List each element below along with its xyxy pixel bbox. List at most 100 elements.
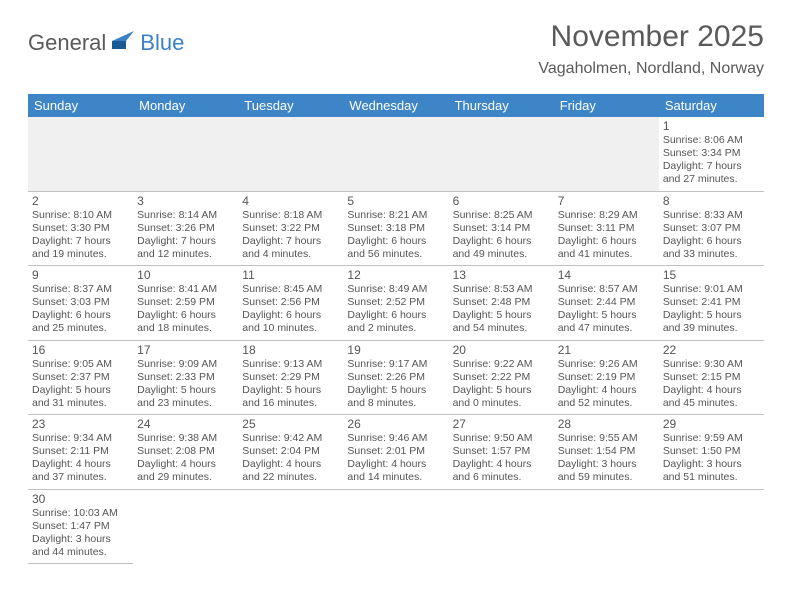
day-info: Sunrise: 8:29 AMSunset: 3:11 PMDaylight:… [558,209,655,262]
day-header: Friday [554,94,659,117]
header: General Blue November 2025 Vagaholmen, N… [0,0,792,86]
calendar-day-cell: 14Sunrise: 8:57 AMSunset: 2:44 PMDayligh… [554,266,659,341]
day-number: 10 [137,268,234,282]
calendar-day-cell: 7Sunrise: 8:29 AMSunset: 3:11 PMDaylight… [554,191,659,266]
day-number: 4 [242,194,339,208]
day-info: Sunrise: 8:10 AMSunset: 3:30 PMDaylight:… [32,209,129,262]
calendar-day-cell: 19Sunrise: 9:17 AMSunset: 2:26 PMDayligh… [343,340,448,415]
calendar-week-row: 9Sunrise: 8:37 AMSunset: 3:03 PMDaylight… [28,266,764,341]
calendar-week-row: 30Sunrise: 10:03 AMSunset: 1:47 PMDaylig… [28,489,764,564]
day-info: Sunrise: 9:13 AMSunset: 2:29 PMDaylight:… [242,358,339,411]
day-number: 30 [32,492,129,506]
calendar-day-cell: 3Sunrise: 8:14 AMSunset: 3:26 PMDaylight… [133,191,238,266]
day-number: 21 [558,343,655,357]
day-number: 23 [32,417,129,431]
day-info: Sunrise: 9:05 AMSunset: 2:37 PMDaylight:… [32,358,129,411]
calendar-day-cell: 27Sunrise: 9:50 AMSunset: 1:57 PMDayligh… [449,415,554,490]
calendar-empty-cell [133,489,238,564]
calendar-week-row: 16Sunrise: 9:05 AMSunset: 2:37 PMDayligh… [28,340,764,415]
day-info: Sunrise: 8:18 AMSunset: 3:22 PMDaylight:… [242,209,339,262]
day-info: Sunrise: 8:57 AMSunset: 2:44 PMDaylight:… [558,283,655,336]
calendar-day-cell: 29Sunrise: 9:59 AMSunset: 1:50 PMDayligh… [659,415,764,490]
day-info: Sunrise: 9:46 AMSunset: 2:01 PMDaylight:… [347,432,444,485]
calendar-day-cell: 1Sunrise: 8:06 AMSunset: 3:34 PMDaylight… [659,117,764,191]
day-info: Sunrise: 8:45 AMSunset: 2:56 PMDaylight:… [242,283,339,336]
calendar-day-cell: 26Sunrise: 9:46 AMSunset: 2:01 PMDayligh… [343,415,448,490]
day-number: 26 [347,417,444,431]
day-info: Sunrise: 9:55 AMSunset: 1:54 PMDaylight:… [558,432,655,485]
calendar-day-cell: 5Sunrise: 8:21 AMSunset: 3:18 PMDaylight… [343,191,448,266]
calendar-day-cell: 16Sunrise: 9:05 AMSunset: 2:37 PMDayligh… [28,340,133,415]
day-number: 20 [453,343,550,357]
day-info: Sunrise: 9:26 AMSunset: 2:19 PMDaylight:… [558,358,655,411]
calendar-week-row: 23Sunrise: 9:34 AMSunset: 2:11 PMDayligh… [28,415,764,490]
calendar-day-cell: 6Sunrise: 8:25 AMSunset: 3:14 PMDaylight… [449,191,554,266]
calendar-header-row: Sunday Monday Tuesday Wednesday Thursday… [28,94,764,117]
day-number: 14 [558,268,655,282]
logo-text-general: General [28,30,106,56]
calendar-day-cell: 21Sunrise: 9:26 AMSunset: 2:19 PMDayligh… [554,340,659,415]
day-info: Sunrise: 9:09 AMSunset: 2:33 PMDaylight:… [137,358,234,411]
day-number: 13 [453,268,550,282]
day-info: Sunrise: 9:17 AMSunset: 2:26 PMDaylight:… [347,358,444,411]
day-info: Sunrise: 8:37 AMSunset: 3:03 PMDaylight:… [32,283,129,336]
logo: General Blue [28,30,184,56]
calendar-day-cell: 17Sunrise: 9:09 AMSunset: 2:33 PMDayligh… [133,340,238,415]
calendar-empty-cell [554,117,659,191]
day-number: 12 [347,268,444,282]
calendar-empty-cell [659,489,764,564]
day-info: Sunrise: 9:38 AMSunset: 2:08 PMDaylight:… [137,432,234,485]
day-info: Sunrise: 9:59 AMSunset: 1:50 PMDaylight:… [663,432,760,485]
day-info: Sunrise: 8:14 AMSunset: 3:26 PMDaylight:… [137,209,234,262]
day-header: Tuesday [238,94,343,117]
day-number: 16 [32,343,129,357]
day-number: 6 [453,194,550,208]
calendar-day-cell: 9Sunrise: 8:37 AMSunset: 3:03 PMDaylight… [28,266,133,341]
calendar-empty-cell [343,489,448,564]
calendar-week-row: 1Sunrise: 8:06 AMSunset: 3:34 PMDaylight… [28,117,764,191]
day-info: Sunrise: 8:53 AMSunset: 2:48 PMDaylight:… [453,283,550,336]
day-number: 5 [347,194,444,208]
calendar-empty-cell [133,117,238,191]
day-number: 8 [663,194,760,208]
day-number: 15 [663,268,760,282]
day-number: 27 [453,417,550,431]
calendar-empty-cell [28,117,133,191]
logo-mark-icon [112,31,138,56]
calendar-day-cell: 28Sunrise: 9:55 AMSunset: 1:54 PMDayligh… [554,415,659,490]
calendar-empty-cell [554,489,659,564]
logo-text-blue: Blue [140,30,184,56]
location-label: Vagaholmen, Nordland, Norway [538,60,764,78]
day-info: Sunrise: 8:33 AMSunset: 3:07 PMDaylight:… [663,209,760,262]
calendar-table: Sunday Monday Tuesday Wednesday Thursday… [28,94,764,564]
calendar-day-cell: 18Sunrise: 9:13 AMSunset: 2:29 PMDayligh… [238,340,343,415]
day-number: 22 [663,343,760,357]
day-number: 17 [137,343,234,357]
day-info: Sunrise: 9:01 AMSunset: 2:41 PMDaylight:… [663,283,760,336]
calendar-week-row: 2Sunrise: 8:10 AMSunset: 3:30 PMDaylight… [28,191,764,266]
day-header: Wednesday [343,94,448,117]
calendar-day-cell: 8Sunrise: 8:33 AMSunset: 3:07 PMDaylight… [659,191,764,266]
calendar-day-cell: 12Sunrise: 8:49 AMSunset: 2:52 PMDayligh… [343,266,448,341]
calendar-day-cell: 10Sunrise: 8:41 AMSunset: 2:59 PMDayligh… [133,266,238,341]
title-block: November 2025 Vagaholmen, Nordland, Norw… [538,20,764,78]
calendar-empty-cell [343,117,448,191]
calendar-day-cell: 25Sunrise: 9:42 AMSunset: 2:04 PMDayligh… [238,415,343,490]
day-info: Sunrise: 8:49 AMSunset: 2:52 PMDaylight:… [347,283,444,336]
calendar-day-cell: 30Sunrise: 10:03 AMSunset: 1:47 PMDaylig… [28,489,133,564]
day-number: 9 [32,268,129,282]
calendar-day-cell: 4Sunrise: 8:18 AMSunset: 3:22 PMDaylight… [238,191,343,266]
day-number: 11 [242,268,339,282]
day-number: 19 [347,343,444,357]
day-number: 29 [663,417,760,431]
calendar-day-cell: 15Sunrise: 9:01 AMSunset: 2:41 PMDayligh… [659,266,764,341]
page-title: November 2025 [538,20,764,54]
day-number: 24 [137,417,234,431]
calendar-empty-cell [449,489,554,564]
day-number: 25 [242,417,339,431]
day-number: 18 [242,343,339,357]
day-number: 2 [32,194,129,208]
day-header: Monday [133,94,238,117]
day-info: Sunrise: 9:42 AMSunset: 2:04 PMDaylight:… [242,432,339,485]
day-info: Sunrise: 9:50 AMSunset: 1:57 PMDaylight:… [453,432,550,485]
